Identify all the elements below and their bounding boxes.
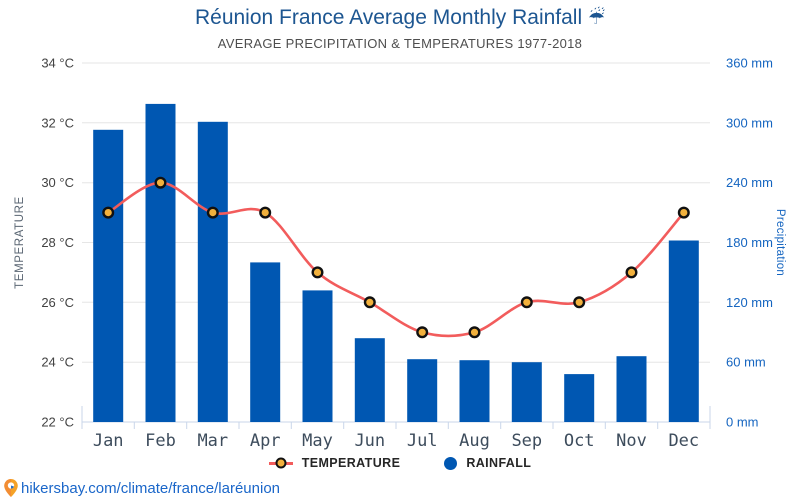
temperature-legend-marker-icon: [268, 457, 293, 469]
right-axis-tick-label: 360 mm: [726, 56, 773, 71]
rainfall-bar[interactable]: [459, 360, 490, 422]
temperature-point[interactable]: [573, 296, 586, 309]
rainfall-legend-marker-icon: [444, 456, 458, 470]
rainfall-bar[interactable]: [302, 290, 333, 422]
legend-label-rainfall: RAINFALL: [466, 456, 532, 470]
rainfall-bar[interactable]: [511, 362, 542, 422]
temperature-point[interactable]: [416, 326, 429, 339]
temperature-point[interactable]: [625, 266, 638, 279]
left-axis-tick-label: 22 °C: [41, 415, 74, 430]
temperature-line: [107, 181, 685, 338]
footer-link[interactable]: hikersbay.com/climate/france/laréunion: [21, 479, 281, 497]
month-label: Jul: [407, 431, 438, 451]
location-pin-icon: [4, 479, 18, 497]
temperature-point[interactable]: [154, 176, 167, 189]
month-label: Feb: [145, 431, 176, 451]
temperature-point[interactable]: [206, 206, 219, 219]
right-axis-tick-label: 300 mm: [726, 115, 773, 130]
chart-title: Réunion France Average Monthly Rainfall …: [0, 6, 800, 30]
temperature-point[interactable]: [363, 296, 376, 309]
chart-title-text: Réunion France Average Monthly Rainfall: [194, 6, 583, 29]
right-axis-title: Precipitation: [774, 209, 786, 276]
right-axis-tick-label: 240 mm: [726, 175, 773, 190]
legend: TEMPERATURE RAINFALL: [0, 456, 800, 470]
month-label: Dec: [668, 431, 699, 451]
rainfall-bar[interactable]: [668, 240, 699, 423]
temperature-point[interactable]: [468, 326, 481, 339]
temperature-point[interactable]: [520, 296, 533, 309]
month-label: Jan: [93, 431, 124, 451]
temperature-marker-dot-icon: [275, 457, 287, 469]
chart-subtitle: AVERAGE PRECIPITATION & TEMPERATURES 197…: [217, 36, 583, 51]
temperature-point[interactable]: [677, 206, 690, 219]
left-axis-title: TEMPERATURE: [14, 196, 26, 289]
left-axis-tick-label: 24 °C: [41, 355, 74, 370]
temperature-point[interactable]: [259, 206, 272, 219]
rainfall-bar[interactable]: [407, 359, 438, 422]
month-label: May: [302, 431, 333, 451]
month-label: Apr: [250, 431, 281, 451]
rainfall-bar[interactable]: [564, 374, 595, 422]
left-axis-tick-label: 26 °C: [41, 295, 74, 310]
legend-item-temperature[interactable]: TEMPERATURE: [268, 456, 401, 470]
legend-label-temperature: TEMPERATURE: [301, 456, 401, 470]
month-label: Aug: [459, 431, 490, 451]
temperature-point[interactable]: [311, 266, 324, 279]
chart-plot: 34 °C 360 mm 32 °C 300 mm 30 °C 240 mm 28 °C 18…: [14, 56, 786, 452]
rainfall-bar[interactable]: [250, 262, 281, 422]
month-label: Jun: [354, 431, 385, 451]
rainfall-bar[interactable]: [354, 338, 385, 422]
rainfall-bar[interactable]: [197, 121, 228, 423]
rain-umbrella-icon: ☔: [587, 7, 606, 29]
rainfall-bar[interactable]: [93, 129, 124, 423]
month-label: Mar: [197, 431, 228, 451]
left-axis-tick-label: 30 °C: [41, 175, 74, 190]
month-label: Oct: [564, 431, 595, 451]
right-axis-tick-label: 120 mm: [726, 295, 773, 310]
footer: hikersbay.com/climate/france/laréunion: [4, 479, 280, 497]
temperature-point[interactable]: [102, 206, 115, 219]
right-axis-tick-label: 0 mm: [726, 415, 759, 430]
month-label: Nov: [616, 431, 647, 451]
left-axis-tick-label: 28 °C: [41, 235, 74, 250]
left-axis-tick-label: 34 °C: [41, 56, 74, 71]
left-axis-tick-label: 32 °C: [41, 115, 74, 130]
rainfall-bar[interactable]: [616, 356, 647, 422]
month-label: Sep: [511, 431, 542, 451]
legend-item-rainfall[interactable]: RAINFALL: [444, 456, 531, 470]
right-axis-tick-label: 180 mm: [726, 235, 773, 250]
right-axis-tick-label: 60 mm: [726, 355, 766, 370]
rainfall-bar[interactable]: [145, 103, 176, 423]
